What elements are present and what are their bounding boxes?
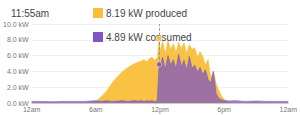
svg-text:6am: 6am xyxy=(89,106,103,113)
svg-text:2.0 kW: 2.0 kW xyxy=(7,84,29,91)
svg-text:4.89 kW consumed: 4.89 kW consumed xyxy=(106,32,192,43)
svg-text:8.0 kW: 8.0 kW xyxy=(7,36,29,43)
svg-text:4.0 kW: 4.0 kW xyxy=(7,68,29,75)
svg-text:12am: 12am xyxy=(279,106,297,113)
svg-text:10.0 kW: 10.0 kW xyxy=(3,21,29,28)
svg-text:11:55am: 11:55am xyxy=(11,8,49,19)
svg-text:6pm: 6pm xyxy=(217,106,231,114)
svg-text:12pm: 12pm xyxy=(151,106,169,114)
svg-text:0.0 kW: 0.0 kW xyxy=(6,99,29,107)
svg-text:8.19 kW produced: 8.19 kW produced xyxy=(106,8,187,19)
svg-text:6.0 kW: 6.0 kW xyxy=(7,52,29,59)
svg-text:12am: 12am xyxy=(23,106,41,113)
